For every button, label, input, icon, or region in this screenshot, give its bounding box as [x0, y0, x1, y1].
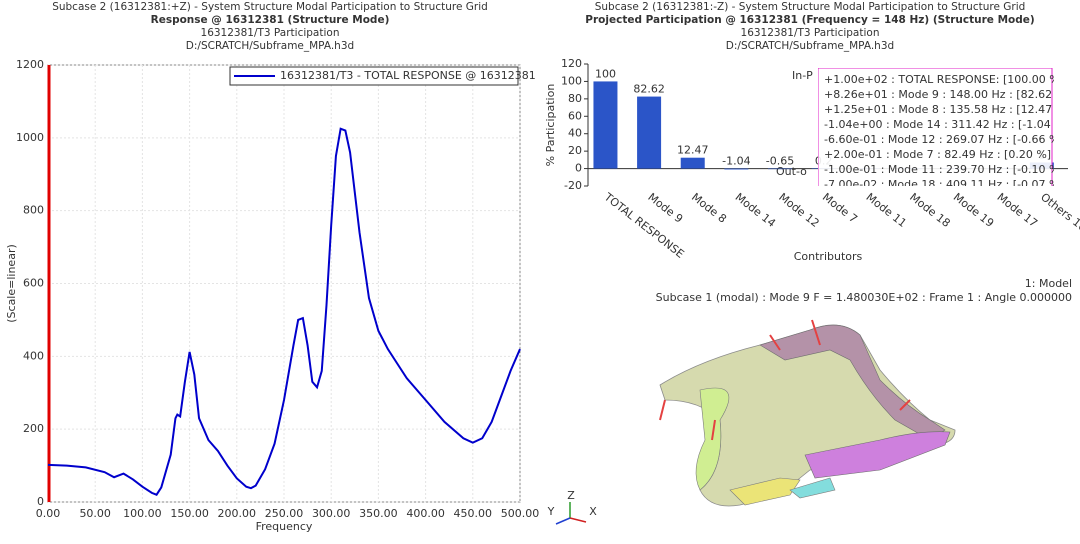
triad-label: Z — [567, 489, 575, 502]
x-tick-label: TOTAL RESPONSE — [601, 190, 687, 261]
legend — [229, 66, 519, 86]
tooltip-line: -1.04e+00 : Mode 14 : 311.42 Hz : [-1.04… — [824, 118, 1069, 131]
triad-label: Y — [547, 505, 555, 518]
y-tick-label: 40 — [568, 127, 582, 140]
x-tick-label: 400.00 — [406, 507, 445, 520]
chart-title: 16312381/T3 Participation — [741, 27, 880, 39]
chart-title: D:/SCRATCH/Subframe_MPA.h3d — [186, 40, 354, 52]
y-tick-label: 20 — [568, 144, 582, 157]
x-tick-label: 250.00 — [265, 507, 304, 520]
chart-title: Subcase 2 (16312381:+Z) - System Structu… — [52, 1, 488, 13]
x-tick-label: Mode 14 — [733, 190, 778, 229]
bar — [768, 168, 792, 170]
model-status: Subcase 1 (modal) : Mode 9 F = 1.480030E… — [656, 291, 1072, 304]
tooltip-line: -7.00e-02 : Mode 18 : 409.11 Hz : [-0.07… — [824, 178, 1064, 191]
annotation: In-P — [792, 69, 813, 82]
y-tick-label: 1200 — [16, 58, 44, 71]
bar — [637, 96, 662, 169]
y-tick-label: 800 — [23, 204, 44, 217]
x-tick-label: Others 16 — [1038, 190, 1080, 234]
y-axis-label: (Scale=linear) — [5, 244, 18, 323]
chart-title: D:/SCRATCH/Subframe_MPA.h3d — [726, 40, 894, 52]
y-tick-label: 0 — [37, 495, 44, 508]
chart-title: Subcase 2 (16312381:-Z) - System Structu… — [595, 1, 1026, 13]
line-series — [47, 127, 521, 496]
x-tick-label: Mode 8 — [689, 190, 729, 225]
x-tick-label: 0.00 — [36, 507, 61, 520]
triad-label: X — [589, 505, 597, 518]
y-tick-label: 600 — [23, 277, 44, 290]
x-tick-label: 500.00 — [501, 507, 540, 520]
y-tick-label: 0 — [575, 162, 582, 175]
y-tick-label: 400 — [23, 349, 44, 362]
bar — [593, 81, 618, 169]
triad: Z Y X — [547, 489, 597, 525]
x-tick-label: Mode 18 — [907, 190, 952, 229]
tooltip-line: +1.00e+02 : TOTAL RESPONSE: [100.00 %] — [824, 73, 1064, 86]
x-tick-label: 450.00 — [454, 507, 493, 520]
y-tick-label: -20 — [564, 179, 582, 192]
x-tick-label: Mode 9 — [645, 190, 685, 225]
y-tick-label: 60 — [568, 109, 582, 122]
model-3d — [659, 319, 956, 507]
value-label: 100 — [595, 67, 616, 80]
x-axis-label: Contributors — [794, 250, 863, 263]
tooltip-line: -6.60e-01 : Mode 12 : 269.07 Hz : [-0.66… — [824, 133, 1064, 146]
tooltip-line: -1.00e-01 : Mode 11 : 239.70 Hz : [-0.10… — [824, 163, 1064, 176]
model-label: 1: Model — [1025, 277, 1072, 290]
chart-title: Projected Participation @ 16312381 (Freq… — [585, 14, 1034, 26]
x-tick-label: 200.00 — [218, 507, 257, 520]
y-axis-label: % Participation — [544, 84, 557, 167]
y-tick-label: 200 — [23, 422, 44, 435]
tooltip-line: +1.25e+01 : Mode 8 : 135.58 Hz : [12.47 … — [824, 103, 1070, 116]
chart-title: Response @ 16312381 (Structure Mode) — [151, 14, 390, 26]
x-tick-label: 350.00 — [359, 507, 398, 520]
chart-title: 16312381/T3 Participation — [201, 27, 340, 39]
value-label: -0.65 — [766, 155, 794, 168]
annotation: Out-o — [776, 165, 807, 178]
y-tick-label: 120 — [561, 57, 582, 70]
value-label: 82.62 — [633, 83, 665, 96]
y-tick-label: 80 — [568, 92, 582, 105]
y-tick-label: 1000 — [16, 131, 44, 144]
x-axis-label: Frequency — [256, 520, 313, 533]
tooltip-line: +8.26e+01 : Mode 9 : 148.00 Hz : [82.62 … — [824, 88, 1070, 101]
tooltip-line: +2.00e-01 : Mode 7 : 82.49 Hz : [0.20 %] — [824, 148, 1051, 161]
bar — [724, 168, 749, 170]
x-tick-label: Mode 17 — [994, 190, 1039, 229]
y-tick-label: 100 — [561, 74, 582, 87]
x-tick-label: 150.00 — [170, 507, 209, 520]
value-label: 12.47 — [677, 144, 709, 157]
x-tick-label: Mode 12 — [776, 190, 821, 229]
x-tick-label: 300.00 — [312, 507, 351, 520]
bar — [680, 157, 705, 169]
x-tick-label: Mode 11 — [864, 190, 909, 229]
x-tick-label: Mode 7 — [820, 190, 860, 225]
tooltip-box — [818, 68, 1053, 186]
tooltip: +1.00e+02 : TOTAL RESPONSE: [100.00 %] +8… — [818, 68, 1070, 191]
value-label: -1.04 — [722, 155, 750, 168]
x-tick-label: 50.00 — [79, 507, 111, 520]
x-tick-label: Mode 19 — [951, 190, 996, 229]
x-tick-label: 100.00 — [123, 507, 162, 520]
legend-label: 16312381/T3 - TOTAL RESPONSE @ 16312381 — [280, 69, 536, 82]
